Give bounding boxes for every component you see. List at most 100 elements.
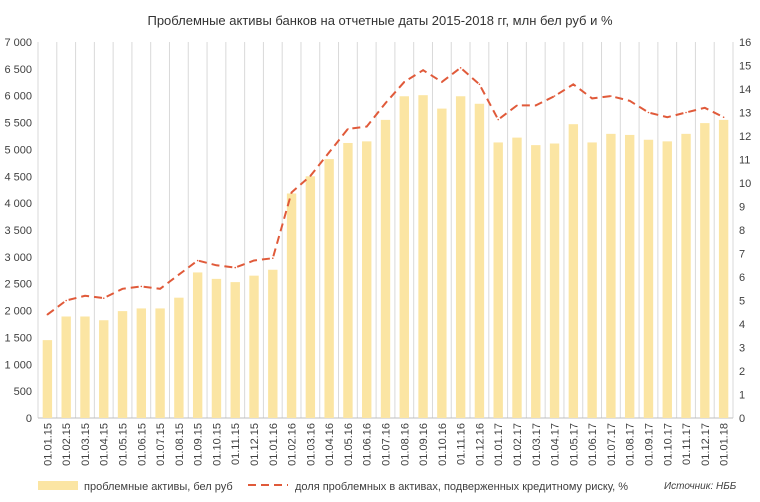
x-tick-label: 01.03.15 [80, 423, 92, 466]
line-point [140, 285, 143, 288]
x-axis: 01.01.15 01.02.15 01.03.15 01.04.15 01.05.15… [42, 423, 730, 466]
line-point [46, 313, 49, 316]
bar [155, 308, 165, 418]
line-point [290, 191, 293, 194]
bar [61, 316, 71, 418]
x-tick-label: 01.05.17 [568, 423, 580, 466]
line-point [534, 104, 537, 107]
x-tick-label: 01.03.17 [531, 423, 543, 466]
bar [643, 139, 654, 418]
x-tick-label: 01.01.18 [719, 423, 731, 466]
line-point [722, 116, 725, 118]
line-point [628, 99, 631, 102]
y-right-tick-label: 3 [739, 343, 745, 355]
line-point [65, 299, 67, 302]
x-tick-label: 01.04.15 [99, 423, 111, 466]
legend-line-label: доля проблемных в активах, подверженных … [295, 481, 628, 493]
y-right-tick-label: 2 [739, 366, 745, 378]
line-point [704, 107, 706, 109]
bar [531, 145, 541, 419]
y-right-tick-label: 9 [739, 202, 745, 214]
line-series [46, 66, 725, 316]
x-tick-label: 01.10.16 [437, 423, 449, 466]
grid-lines [37, 42, 734, 419]
line-point [384, 102, 387, 104]
bar [512, 137, 522, 418]
bar [455, 96, 466, 418]
line-point [196, 259, 199, 262]
y-right-tick-label: 14 [739, 84, 751, 96]
x-tick-label: 01.04.17 [550, 423, 562, 466]
line-point [591, 97, 593, 100]
bar [230, 282, 240, 418]
bar [474, 103, 485, 419]
x-tick-label: 01.07.16 [381, 423, 393, 466]
x-tick-label: 01.08.16 [399, 423, 411, 466]
x-tick-label: 01.11.16 [456, 423, 468, 465]
y-left-tick-label: 3 000 [4, 252, 32, 264]
bar [437, 108, 447, 418]
x-tick-label: 01.01.16 [268, 423, 280, 466]
bar [380, 119, 391, 418]
line-point [215, 264, 218, 267]
line-point [159, 287, 161, 290]
x-tick-label: 01.05.15 [118, 423, 130, 466]
chart-title: Проблемные активы банков на отчетные дат… [147, 13, 612, 28]
x-tick-label: 01.08.17 [625, 423, 637, 466]
source-note: Источник: НББ [664, 481, 737, 492]
bar [343, 142, 353, 419]
x-tick-label: 01.09.16 [418, 423, 430, 466]
bar [662, 141, 672, 418]
x-tick-label: 01.09.15 [193, 423, 205, 466]
y-right-tick-label: 15 [739, 61, 751, 73]
bar [718, 119, 729, 418]
line-point [422, 69, 424, 71]
line-point [497, 118, 500, 121]
y-right-tick-label: 0 [739, 413, 745, 425]
x-tick-label: 01.05.16 [343, 423, 355, 466]
y-right-tick-label: 7 [739, 249, 745, 261]
bar [192, 272, 203, 418]
line-point [553, 95, 556, 97]
y-right-tick-label: 1 [739, 390, 745, 402]
y-right-tick-label: 13 [739, 108, 751, 120]
x-tick-label: 01.12.16 [474, 423, 486, 466]
x-tick-label: 01.06.17 [587, 423, 599, 466]
bar [681, 133, 691, 418]
bar [568, 124, 579, 418]
y-left-tick-label: 2 500 [4, 279, 32, 291]
bar [305, 176, 316, 418]
y-left-tick-label: 7 000 [4, 37, 32, 49]
bar [324, 159, 334, 418]
bar [587, 142, 597, 418]
x-tick-label: 01.01.17 [493, 423, 505, 466]
x-tick-label: 01.03.16 [305, 423, 317, 466]
line-point [516, 104, 518, 107]
y-right-tick-label: 6 [739, 272, 745, 284]
line-point [441, 81, 443, 83]
bar [117, 311, 128, 418]
y-right-tick-label: 4 [739, 319, 745, 331]
x-tick-label: 01.11.17 [681, 423, 693, 465]
x-tick-label: 01.12.15 [249, 423, 261, 466]
line-point [121, 287, 124, 290]
line-point [178, 273, 180, 276]
y-left-tick-label: 4 500 [4, 171, 32, 183]
bar [136, 308, 147, 418]
legend: проблемные активы, бел руб доля проблемн… [38, 481, 737, 493]
y-right-tick-label: 16 [739, 37, 751, 49]
y-right-tick-label: 8 [739, 225, 745, 237]
bar [249, 275, 259, 418]
bar [80, 316, 90, 418]
bar [211, 278, 222, 418]
line-point [459, 67, 462, 69]
x-tick-label: 01.12.17 [700, 423, 712, 466]
x-tick-label: 01.04.16 [324, 423, 336, 466]
bar [42, 340, 53, 418]
x-tick-label: 01.11.15 [230, 423, 242, 465]
left-axis: 0 500 1 000 1 500 2 000 2 500 3 000 3 500 4 000 4… [4, 37, 32, 425]
line-point [84, 295, 86, 297]
x-tick-label: 01.08.15 [174, 423, 186, 466]
